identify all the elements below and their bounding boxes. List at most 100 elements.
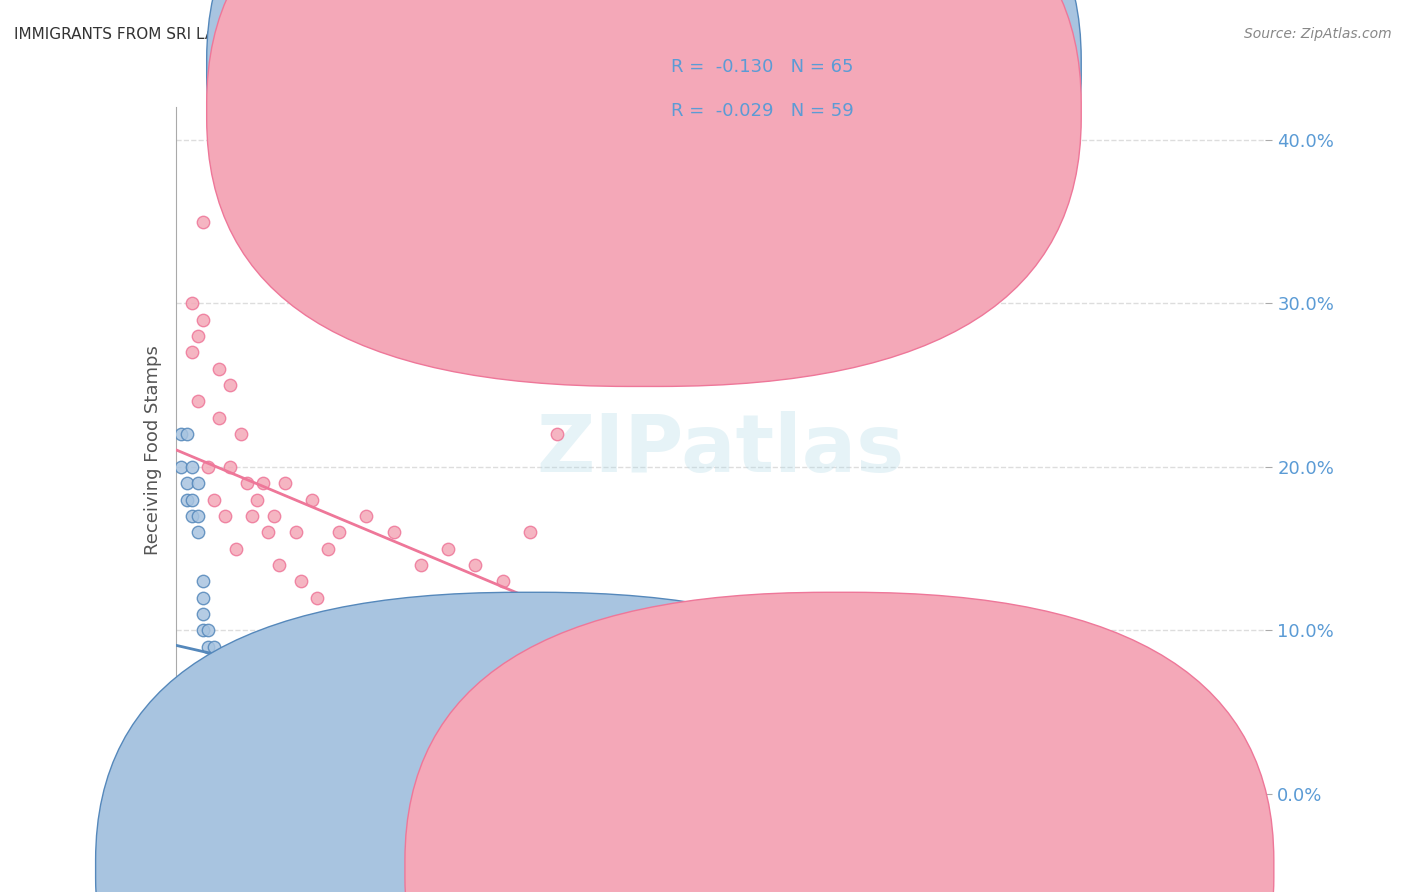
Point: [186, 394, 209, 409]
Point: [186, 329, 209, 343]
Point: [257, 525, 280, 540]
Point: [382, 525, 405, 540]
Point: [208, 689, 231, 703]
Point: [873, 787, 896, 801]
Point: [284, 754, 307, 768]
Point: [208, 410, 231, 425]
Point: [263, 508, 285, 523]
Text: Immigrants from Thailand: Immigrants from Thailand: [865, 859, 1080, 877]
Text: Source: ZipAtlas.com: Source: ZipAtlas.com: [1244, 27, 1392, 41]
Point: [208, 656, 231, 670]
Point: [219, 378, 242, 392]
Point: [301, 771, 323, 785]
Point: [1144, 771, 1167, 785]
Point: [197, 640, 219, 654]
Point: [763, 673, 786, 687]
Point: [328, 754, 350, 768]
Point: [382, 771, 405, 785]
Point: [208, 673, 231, 687]
Point: [574, 738, 596, 752]
Point: [246, 738, 269, 752]
Point: [394, 640, 416, 654]
Point: [534, 722, 557, 736]
Point: [356, 771, 378, 785]
Point: [437, 771, 460, 785]
Point: [170, 459, 193, 474]
Point: [763, 787, 786, 801]
Point: [655, 787, 678, 801]
Point: [214, 705, 236, 719]
Point: [225, 722, 247, 736]
Point: [928, 722, 950, 736]
Point: [519, 525, 541, 540]
Point: [318, 771, 340, 785]
Point: [818, 787, 841, 801]
Point: [371, 624, 394, 638]
Point: [231, 705, 253, 719]
Point: [981, 787, 1004, 801]
Point: [301, 492, 323, 507]
Point: [202, 656, 225, 670]
Point: [214, 508, 236, 523]
Y-axis label: Receiving Food Stamps: Receiving Food Stamps: [143, 345, 162, 556]
Point: [181, 508, 204, 523]
Point: [186, 476, 209, 491]
Point: [231, 427, 253, 442]
Point: [290, 574, 312, 589]
Point: [176, 427, 198, 442]
Point: [191, 214, 214, 228]
Point: [339, 607, 361, 621]
Text: ZIPatlas: ZIPatlas: [537, 411, 904, 490]
Point: [464, 558, 486, 572]
Point: [219, 689, 242, 703]
Point: [208, 361, 231, 376]
Point: [225, 705, 247, 719]
Point: [1036, 787, 1059, 801]
Point: [235, 738, 257, 752]
Point: [502, 705, 524, 719]
Point: [231, 722, 253, 736]
Text: 0.0%: 0.0%: [176, 818, 221, 836]
Point: [214, 673, 236, 687]
Point: [219, 705, 242, 719]
Point: [818, 689, 841, 703]
Point: [426, 656, 449, 670]
Point: [219, 673, 242, 687]
Point: [409, 771, 432, 785]
Point: [252, 754, 274, 768]
Point: [269, 558, 291, 572]
Point: [197, 624, 219, 638]
Point: [191, 574, 214, 589]
Point: [240, 508, 263, 523]
Point: [1091, 787, 1114, 801]
Point: [356, 508, 378, 523]
Point: [197, 656, 219, 670]
Point: [181, 296, 204, 310]
Point: [328, 525, 350, 540]
Point: [197, 459, 219, 474]
Point: [873, 705, 896, 719]
Point: [1199, 787, 1222, 801]
Point: [240, 738, 263, 752]
Point: [202, 640, 225, 654]
Text: IMMIGRANTS FROM SRI LANKA VS IMMIGRANTS FROM THAILAND RECEIVING FOOD STAMPS CORR: IMMIGRANTS FROM SRI LANKA VS IMMIGRANTS …: [14, 27, 880, 42]
Point: [339, 771, 361, 785]
Point: [492, 574, 515, 589]
Point: [181, 345, 204, 359]
Point: [481, 689, 503, 703]
Point: [1144, 787, 1167, 801]
Point: [191, 624, 214, 638]
Point: [191, 591, 214, 605]
Point: [235, 476, 257, 491]
Point: [186, 508, 209, 523]
Point: [257, 754, 280, 768]
Point: [181, 492, 204, 507]
Point: [627, 754, 650, 768]
Point: [464, 787, 486, 801]
Point: [235, 722, 257, 736]
Point: [246, 492, 269, 507]
Point: [274, 771, 297, 785]
Point: [682, 771, 704, 785]
Point: [191, 312, 214, 326]
Point: [170, 427, 193, 442]
